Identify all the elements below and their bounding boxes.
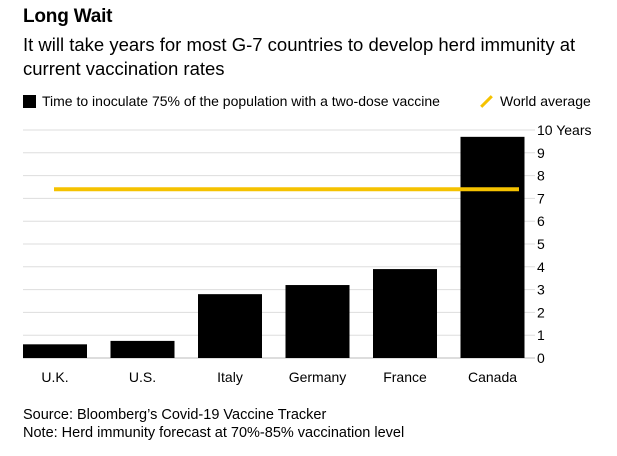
legend-item-line: World average: [479, 93, 591, 109]
y-tick-label: 7: [537, 190, 545, 206]
bar: [110, 340, 175, 358]
grid-lines: [23, 129, 535, 359]
legend-bar-swatch: [23, 94, 36, 108]
x-tick-label: France: [383, 369, 427, 385]
x-tick-label: Italy: [217, 369, 243, 385]
y-tick-label: 5: [537, 236, 545, 252]
legend-line-swatch: [479, 93, 493, 109]
y-tick-label: 10 Years: [537, 122, 592, 138]
x-tick-label: Canada: [468, 369, 517, 385]
bar-chart: 0 1 2 3 4 5 6 7 8 9 10 Years U.K. U.S. Italy Germany F…: [23, 122, 592, 385]
bar: [285, 285, 350, 358]
x-tick-label: Germany: [289, 369, 347, 385]
y-tick-label: 6: [537, 213, 545, 229]
chart-title: Long Wait: [23, 6, 113, 27]
source-note: Source: Bloomberg’s Covid-19 Vaccine Tra…: [23, 407, 327, 423]
y-axis-ticks: 0 1 2 3 4 5 6 7 8 9 10 Years: [537, 122, 592, 366]
legend-bar-label: Time to inoculate 75% of the population …: [42, 93, 440, 109]
y-tick-label: 0: [537, 350, 545, 366]
bars: [23, 136, 525, 358]
y-tick-label: 4: [537, 259, 545, 275]
y-tick-label: 8: [537, 168, 545, 184]
y-tick-label: 9: [537, 145, 545, 161]
bar: [23, 344, 87, 358]
y-tick-label: 2: [537, 304, 545, 320]
legend-line-label: World average: [500, 93, 591, 109]
methodology-note: Note: Herd immunity forecast at 70%-85% …: [23, 425, 405, 441]
x-tick-label: U.K.: [41, 369, 68, 385]
bar: [373, 269, 437, 358]
chart-subtitle: It will take years for most G-7 countrie…: [23, 34, 576, 79]
x-axis-ticks: U.K. U.S. Italy Germany France Canada: [41, 369, 517, 385]
bar: [198, 294, 262, 358]
bar: [460, 136, 525, 358]
legend-item-bar: Time to inoculate 75% of the population …: [23, 93, 440, 109]
footer: Source: Bloomberg’s Covid-19 Vaccine Tra…: [23, 406, 404, 442]
y-tick-label: 3: [537, 282, 545, 298]
x-tick-label: U.S.: [129, 369, 156, 385]
legend: Time to inoculate 75% of the population …: [23, 93, 613, 113]
y-tick-label: 1: [537, 327, 545, 343]
